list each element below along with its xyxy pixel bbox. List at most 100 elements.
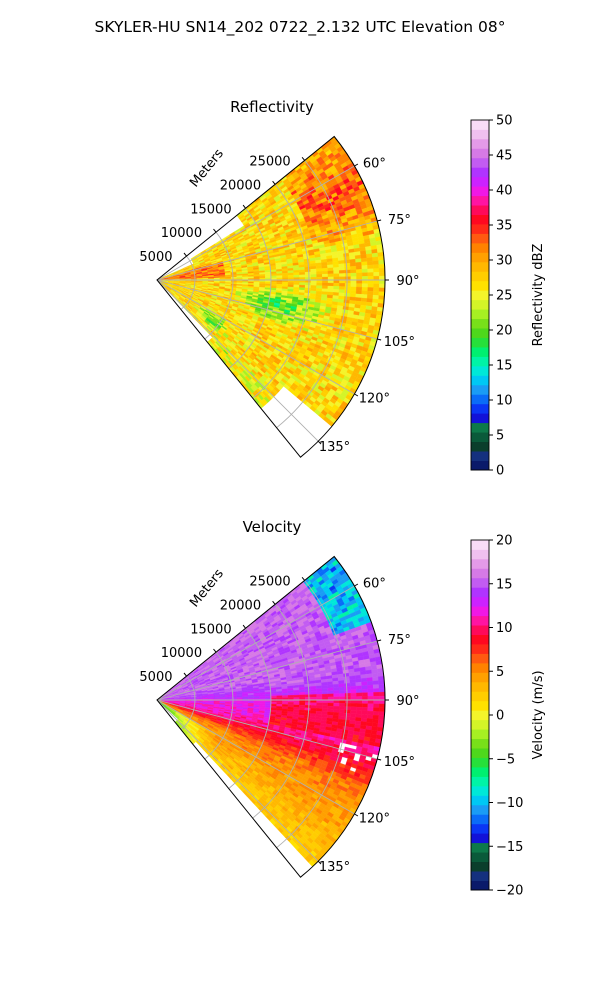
colorbar-swatch bbox=[471, 719, 489, 730]
colorbar-swatch bbox=[471, 710, 489, 721]
range-ring bbox=[228, 208, 272, 369]
angle-tick bbox=[377, 338, 382, 341]
angle-tick bbox=[317, 860, 322, 865]
figure-suptitle: SKYLER-HU SN14_202 0722_2.132 UTC Elevat… bbox=[95, 18, 506, 37]
reflectivity-title: Reflectivity bbox=[230, 98, 314, 116]
angle-tick bbox=[354, 813, 359, 817]
angle-tick-label: 135° bbox=[319, 440, 350, 455]
colorbar-swatch bbox=[471, 634, 489, 645]
radial-tick bbox=[242, 624, 246, 629]
angle-tick bbox=[377, 219, 382, 222]
angle-tick-label: 135° bbox=[319, 860, 350, 875]
angle-tick-label: 105° bbox=[384, 755, 415, 770]
colorbar-swatch bbox=[471, 785, 489, 796]
colorbar-swatch bbox=[471, 451, 489, 461]
angle-tick-label: 60° bbox=[363, 157, 386, 172]
colorbar-tick-label: 15 bbox=[496, 577, 513, 592]
range-ring bbox=[204, 651, 234, 760]
colorbar-swatch bbox=[471, 157, 489, 168]
colorbar-swatch bbox=[471, 280, 489, 291]
radial-tick bbox=[183, 672, 187, 677]
colorbar-swatch bbox=[471, 375, 489, 386]
angle-tick-label: 90° bbox=[396, 274, 419, 289]
colorbar-tick-label: 5 bbox=[496, 429, 504, 444]
colorbar-swatch bbox=[471, 403, 489, 414]
radial-tick-label: 10000 bbox=[161, 226, 202, 241]
angle-tick-label: 105° bbox=[384, 335, 415, 350]
colorbar-swatch bbox=[471, 290, 489, 301]
colorbar-tick-label: 20 bbox=[496, 324, 513, 339]
colorbar-swatch bbox=[471, 558, 489, 569]
range-ring bbox=[180, 255, 196, 310]
colorbar-swatch bbox=[471, 644, 489, 654]
angle-tick bbox=[354, 393, 359, 397]
reflectivity-panel: Reflectivity 60° 75° 90° 105° 120° 135° 5000 10… bbox=[139, 98, 546, 479]
colorbar-swatch bbox=[471, 767, 489, 777]
colorbar-swatch bbox=[471, 195, 489, 206]
radial-tick bbox=[272, 180, 276, 185]
polar-grid bbox=[156, 160, 385, 442]
colorbar-swatch bbox=[471, 365, 489, 376]
colorbar-swatch bbox=[471, 615, 489, 626]
colorbar-swatch bbox=[471, 795, 489, 806]
velocity-title: Velocity bbox=[243, 518, 302, 536]
radar-field bbox=[156, 136, 386, 427]
colorbar-swatch bbox=[471, 568, 489, 579]
colorbar-swatch bbox=[471, 214, 489, 225]
colorbar-swatch bbox=[471, 460, 489, 471]
colorbar-swatch bbox=[471, 672, 489, 683]
radial-tick-label: 15000 bbox=[190, 202, 231, 217]
angle-tick bbox=[354, 163, 359, 167]
colorbar-swatch bbox=[471, 549, 489, 560]
angle-tick bbox=[377, 639, 382, 642]
azimuth-line bbox=[156, 165, 355, 281]
colorbar-swatch bbox=[471, 625, 489, 635]
colorbar-swatch bbox=[471, 394, 489, 405]
radial-tick-label: 25000 bbox=[249, 574, 290, 589]
colorbar-swatch bbox=[471, 606, 489, 617]
colorbar-swatch bbox=[471, 662, 489, 673]
colorbar-swatch bbox=[471, 729, 489, 740]
velocity-panel: Velocity 60° 75° 90° 105° 120° 135° 5000 10000 1… bbox=[139, 518, 546, 899]
colorbar-swatch bbox=[471, 842, 489, 853]
colorbar-swatch bbox=[471, 148, 489, 159]
radial-tick bbox=[301, 156, 306, 161]
colorbar-tick-label: 15 bbox=[496, 359, 513, 374]
colorbar-swatch bbox=[471, 356, 489, 367]
colorbar-tick-label: 25 bbox=[496, 289, 513, 304]
colorbar-swatch bbox=[471, 318, 489, 329]
radial-tick-label: 20000 bbox=[220, 178, 261, 193]
colorbar-swatch bbox=[471, 432, 489, 443]
radial-tick bbox=[242, 204, 246, 209]
colorbar-swatch bbox=[471, 138, 489, 149]
range-ring bbox=[204, 231, 234, 340]
colorbar-swatch bbox=[471, 596, 489, 607]
colorbar-tick-label: 10 bbox=[496, 621, 513, 636]
angle-tick bbox=[354, 583, 359, 587]
azimuth-line bbox=[156, 279, 355, 395]
colorbar-swatch bbox=[471, 700, 489, 711]
angle-tick bbox=[317, 440, 322, 445]
colorbar-label: Velocity (m/s) bbox=[531, 670, 546, 759]
azimuth-line bbox=[156, 585, 355, 701]
colorbar-swatch bbox=[471, 776, 489, 787]
radial-tick-label: 15000 bbox=[190, 622, 231, 637]
radial-tick bbox=[301, 576, 306, 581]
colorbar-swatch bbox=[471, 186, 489, 197]
colorbar-tick-label: −15 bbox=[496, 840, 523, 855]
colorbar-swatch bbox=[471, 413, 489, 424]
azimuth-line bbox=[156, 220, 378, 281]
colorbar-swatch bbox=[471, 233, 489, 244]
colorbar-swatch bbox=[471, 384, 489, 395]
range-ring bbox=[180, 675, 196, 730]
colorbar-tick-label: −20 bbox=[496, 884, 523, 899]
colorbar-label: Reflectivity dBZ bbox=[531, 244, 546, 347]
colorbar-swatch bbox=[471, 120, 489, 130]
radial-tick bbox=[213, 228, 217, 233]
colorbar-swatch bbox=[471, 577, 489, 588]
colorbar-swatch bbox=[471, 337, 489, 348]
radial-tick bbox=[213, 648, 217, 653]
colorbar-swatch bbox=[471, 176, 489, 187]
colorbar-tick-label: 35 bbox=[496, 219, 513, 234]
